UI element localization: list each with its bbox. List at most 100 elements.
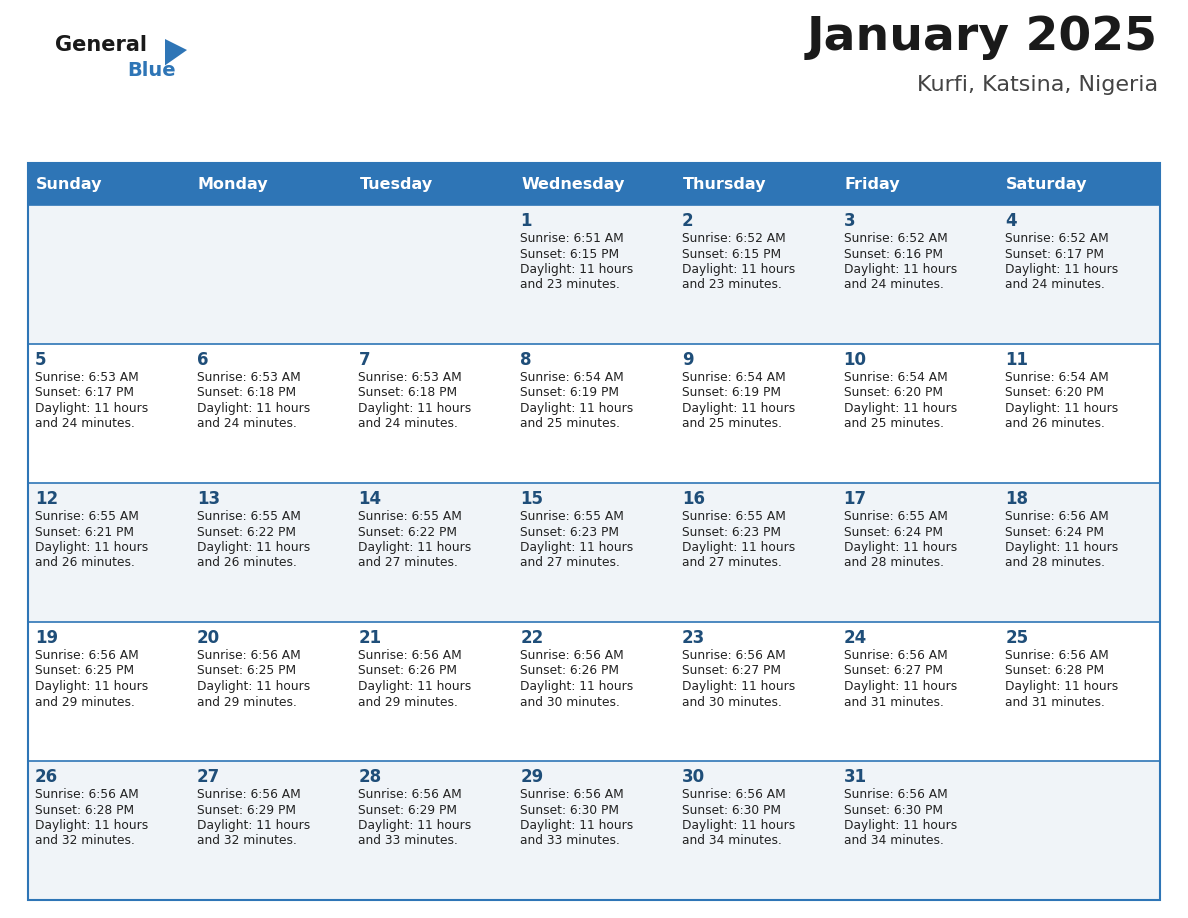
Text: and 25 minutes.: and 25 minutes.	[843, 418, 943, 431]
Bar	[29, 761, 190, 900]
Text: and 28 minutes.: and 28 minutes.	[843, 556, 943, 569]
Text: 20: 20	[197, 629, 220, 647]
Bar	[675, 622, 836, 761]
Text: and 24 minutes.: and 24 minutes.	[34, 418, 135, 431]
Text: and 33 minutes.: and 33 minutes.	[359, 834, 459, 847]
Text: 24: 24	[843, 629, 867, 647]
Text: Sunset: 6:18 PM: Sunset: 6:18 PM	[197, 386, 296, 399]
Text: Sunset: 6:28 PM: Sunset: 6:28 PM	[34, 803, 134, 816]
Text: Sunset: 6:15 PM: Sunset: 6:15 PM	[520, 248, 619, 261]
Text: 19: 19	[34, 629, 58, 647]
Text: 8: 8	[520, 351, 532, 369]
Text: and 31 minutes.: and 31 minutes.	[843, 696, 943, 709]
Bar	[513, 205, 675, 344]
Text: Sunset: 6:28 PM: Sunset: 6:28 PM	[1005, 665, 1105, 677]
Text: 9: 9	[682, 351, 694, 369]
Text: 12: 12	[34, 490, 58, 508]
Text: Sunrise: 6:56 AM: Sunrise: 6:56 AM	[197, 788, 301, 801]
Text: Daylight: 11 hours: Daylight: 11 hours	[197, 680, 310, 693]
Bar	[29, 344, 190, 483]
Text: and 32 minutes.: and 32 minutes.	[197, 834, 297, 847]
Text: Sunset: 6:23 PM: Sunset: 6:23 PM	[682, 525, 781, 539]
Text: Daylight: 11 hours: Daylight: 11 hours	[843, 402, 956, 415]
Text: Sunrise: 6:56 AM: Sunrise: 6:56 AM	[34, 788, 139, 801]
Polygon shape	[165, 39, 187, 65]
Text: and 24 minutes.: and 24 minutes.	[1005, 278, 1105, 292]
Text: Daylight: 11 hours: Daylight: 11 hours	[682, 402, 795, 415]
Text: Daylight: 11 hours: Daylight: 11 hours	[359, 819, 472, 832]
Text: Sunset: 6:25 PM: Sunset: 6:25 PM	[34, 665, 134, 677]
Text: Daylight: 11 hours: Daylight: 11 hours	[843, 541, 956, 554]
Text: Sunset: 6:29 PM: Sunset: 6:29 PM	[359, 803, 457, 816]
Text: Sunset: 6:20 PM: Sunset: 6:20 PM	[1005, 386, 1105, 399]
Text: 2: 2	[682, 212, 694, 230]
Bar	[352, 344, 513, 483]
Text: Sunset: 6:23 PM: Sunset: 6:23 PM	[520, 525, 619, 539]
Text: Sunset: 6:17 PM: Sunset: 6:17 PM	[34, 386, 134, 399]
Text: Sunrise: 6:55 AM: Sunrise: 6:55 AM	[34, 510, 139, 523]
Text: Sunrise: 6:55 AM: Sunrise: 6:55 AM	[520, 510, 624, 523]
Text: and 26 minutes.: and 26 minutes.	[34, 556, 135, 569]
Bar	[513, 344, 675, 483]
Text: Daylight: 11 hours: Daylight: 11 hours	[682, 819, 795, 832]
Text: 17: 17	[843, 490, 867, 508]
Bar	[836, 483, 998, 622]
Text: Daylight: 11 hours: Daylight: 11 hours	[197, 819, 310, 832]
Text: General: General	[55, 35, 147, 55]
Text: and 29 minutes.: and 29 minutes.	[359, 696, 459, 709]
Text: Daylight: 11 hours: Daylight: 11 hours	[359, 402, 472, 415]
Text: 15: 15	[520, 490, 543, 508]
Text: Sunset: 6:18 PM: Sunset: 6:18 PM	[359, 386, 457, 399]
Bar	[352, 761, 513, 900]
Text: Sunset: 6:25 PM: Sunset: 6:25 PM	[197, 665, 296, 677]
Bar	[836, 761, 998, 900]
Text: Daylight: 11 hours: Daylight: 11 hours	[1005, 541, 1119, 554]
Text: Daylight: 11 hours: Daylight: 11 hours	[34, 541, 148, 554]
Text: 21: 21	[359, 629, 381, 647]
Text: Daylight: 11 hours: Daylight: 11 hours	[359, 541, 472, 554]
Text: Sunrise: 6:52 AM: Sunrise: 6:52 AM	[682, 232, 785, 245]
Text: Sunrise: 6:56 AM: Sunrise: 6:56 AM	[682, 788, 785, 801]
Text: and 27 minutes.: and 27 minutes.	[682, 556, 782, 569]
Bar	[513, 622, 675, 761]
Bar	[352, 483, 513, 622]
Text: Daylight: 11 hours: Daylight: 11 hours	[1005, 263, 1119, 276]
Text: 10: 10	[843, 351, 866, 369]
Text: and 30 minutes.: and 30 minutes.	[520, 696, 620, 709]
Text: 14: 14	[359, 490, 381, 508]
Text: Sunset: 6:24 PM: Sunset: 6:24 PM	[1005, 525, 1105, 539]
Text: Sunrise: 6:56 AM: Sunrise: 6:56 AM	[359, 649, 462, 662]
Bar	[998, 205, 1159, 344]
Text: Daylight: 11 hours: Daylight: 11 hours	[34, 819, 148, 832]
Text: Daylight: 11 hours: Daylight: 11 hours	[520, 819, 633, 832]
Bar	[998, 483, 1159, 622]
Text: and 27 minutes.: and 27 minutes.	[520, 556, 620, 569]
Text: Daylight: 11 hours: Daylight: 11 hours	[520, 680, 633, 693]
Text: Sunset: 6:26 PM: Sunset: 6:26 PM	[359, 665, 457, 677]
Text: Sunset: 6:21 PM: Sunset: 6:21 PM	[34, 525, 134, 539]
Text: 25: 25	[1005, 629, 1029, 647]
Text: Daylight: 11 hours: Daylight: 11 hours	[520, 541, 633, 554]
Bar	[29, 483, 1159, 622]
Bar	[29, 205, 1159, 344]
Text: Sunset: 6:27 PM: Sunset: 6:27 PM	[843, 665, 942, 677]
Text: and 31 minutes.: and 31 minutes.	[1005, 696, 1105, 709]
Text: Sunrise: 6:54 AM: Sunrise: 6:54 AM	[1005, 371, 1110, 384]
Text: Kurfi, Katsina, Nigeria: Kurfi, Katsina, Nigeria	[917, 75, 1158, 95]
Bar	[190, 622, 352, 761]
Bar	[29, 483, 190, 622]
Text: Sunrise: 6:56 AM: Sunrise: 6:56 AM	[682, 649, 785, 662]
Text: Sunset: 6:22 PM: Sunset: 6:22 PM	[197, 525, 296, 539]
Bar	[675, 483, 836, 622]
Text: Sunset: 6:19 PM: Sunset: 6:19 PM	[520, 386, 619, 399]
Text: Sunset: 6:29 PM: Sunset: 6:29 PM	[197, 803, 296, 816]
Text: 13: 13	[197, 490, 220, 508]
Text: Sunrise: 6:55 AM: Sunrise: 6:55 AM	[197, 510, 301, 523]
Text: Daylight: 11 hours: Daylight: 11 hours	[197, 541, 310, 554]
Text: Sunrise: 6:56 AM: Sunrise: 6:56 AM	[520, 788, 624, 801]
Text: and 23 minutes.: and 23 minutes.	[520, 278, 620, 292]
Text: Wednesday: Wednesday	[522, 176, 625, 192]
Bar	[29, 344, 1159, 483]
Text: Sunset: 6:26 PM: Sunset: 6:26 PM	[520, 665, 619, 677]
Text: Daylight: 11 hours: Daylight: 11 hours	[520, 263, 633, 276]
